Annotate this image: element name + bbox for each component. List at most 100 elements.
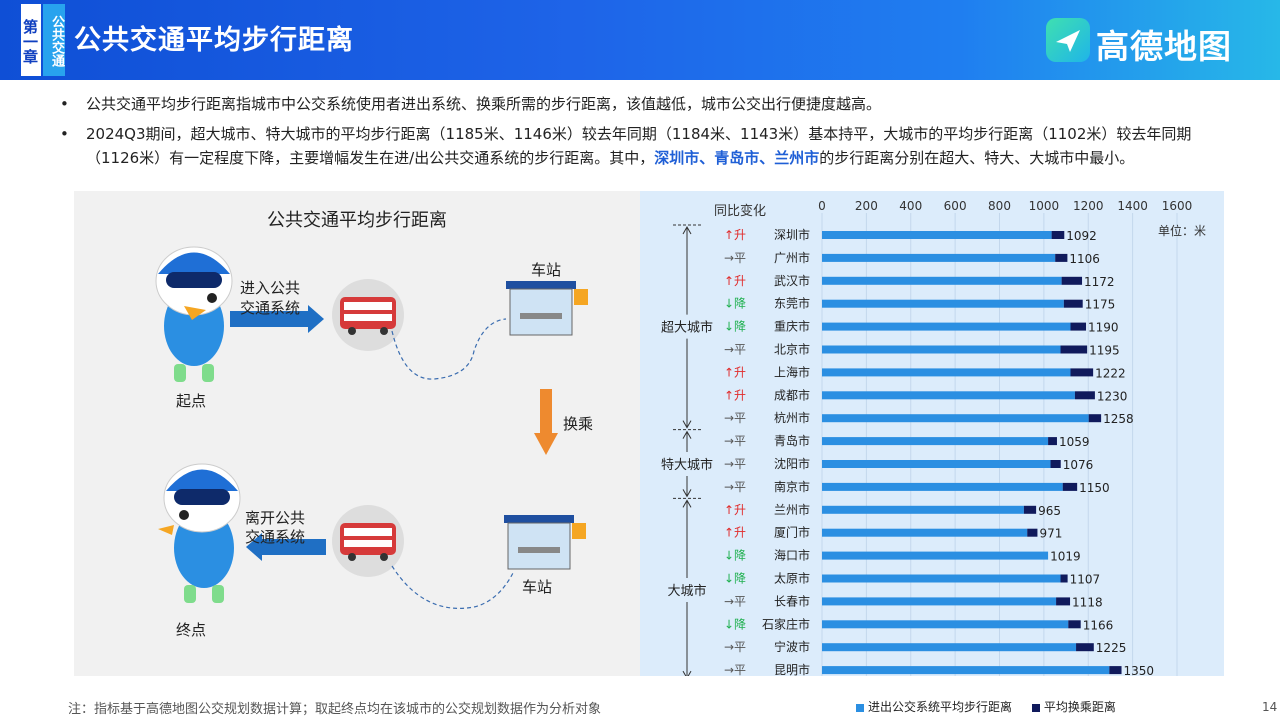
bar-transfer xyxy=(1056,597,1071,606)
bar-walk xyxy=(822,643,1077,652)
bar-walk xyxy=(822,368,1071,377)
legend-swatch-transfer xyxy=(1031,703,1040,712)
bar-transfer xyxy=(1088,414,1102,423)
group-arrow-down xyxy=(682,489,692,498)
city-label: 上海市 xyxy=(774,364,810,379)
city-label: 成都市 xyxy=(774,387,810,402)
bar-transfer xyxy=(1076,643,1094,652)
bar-walk xyxy=(822,345,1061,354)
bar-walk xyxy=(822,528,1028,537)
bullet-dot: • xyxy=(60,95,69,113)
data-label: 1092 xyxy=(1066,229,1097,243)
bar-transfer xyxy=(1027,528,1038,537)
group-arrow-up xyxy=(682,499,692,508)
x-tick-label: 800 xyxy=(988,199,1011,213)
summary-bullets: • 公共交通平均步行距离指城市中公交系统使用者进出系统、换乘所需的步行距离，该值… xyxy=(60,92,1240,176)
city-label: 广州市 xyxy=(774,250,810,265)
bar-transfer xyxy=(1023,505,1037,514)
bar-walk xyxy=(822,322,1071,331)
bullet-text: 2024Q3期间，超大城市、特大城市的平均步行距离（1185米、1146米）较去… xyxy=(86,125,1192,167)
bar-walk xyxy=(822,460,1051,468)
data-label: 1107 xyxy=(1070,573,1101,587)
highlight-cities: 深圳市、青岛市、兰州市 xyxy=(654,149,820,167)
x-tick-label: 1200 xyxy=(1073,199,1104,213)
city-label: 青岛市 xyxy=(774,433,810,448)
city-label: 宁波市 xyxy=(774,639,810,654)
bar-walk xyxy=(822,620,1069,629)
group-label: 超大城市 xyxy=(661,320,713,336)
bar-transfer xyxy=(1050,460,1061,468)
bar-transfer xyxy=(1074,391,1095,400)
city-label: 长春市 xyxy=(774,593,810,608)
station-bottom-icon xyxy=(504,515,586,570)
unit-label: 单位：米 xyxy=(1158,223,1206,238)
data-label: 1225 xyxy=(1096,641,1127,655)
data-label: 1258 xyxy=(1103,412,1134,426)
bar-transfer xyxy=(1063,299,1083,308)
data-label: 1172 xyxy=(1084,275,1115,289)
bar-walk xyxy=(822,574,1061,583)
x-tick-label: 200 xyxy=(855,199,878,213)
bullet-findings: • 2024Q3期间，超大城市、特大城市的平均步行距离（1185米、1146米）… xyxy=(60,122,1240,170)
city-label: 杭州市 xyxy=(774,410,810,425)
yoy-label: ↑升 xyxy=(724,365,746,379)
bus-bottom-icon xyxy=(332,505,404,577)
data-label: 1190 xyxy=(1088,321,1119,335)
page-number: 14 xyxy=(1262,700,1278,714)
bar-walk xyxy=(822,597,1057,606)
bar-walk xyxy=(822,414,1089,423)
bar-transfer xyxy=(1062,482,1078,491)
city-label: 深圳市 xyxy=(774,227,810,242)
city-label: 北京市 xyxy=(774,342,810,357)
yoy-label: →平 xyxy=(724,594,746,608)
exit-label-1: 离开公共 xyxy=(245,509,306,527)
yoy-label: →平 xyxy=(724,663,746,676)
data-label: 1222 xyxy=(1095,366,1126,380)
bullet-text: 的步行距离分别在超大、特大、大城市中最小。 xyxy=(819,149,1135,167)
city-label: 昆明市 xyxy=(774,662,810,676)
x-tick-label: 400 xyxy=(899,199,922,213)
data-label: 1019 xyxy=(1050,550,1081,564)
bar-walk xyxy=(822,276,1062,285)
yoy-label: →平 xyxy=(724,343,746,357)
yoy-label: →平 xyxy=(724,251,746,265)
bar-walk xyxy=(822,299,1064,308)
chart-legend: 进出公交系统平均步行距离 平均换乘距离 xyxy=(856,698,1116,715)
x-tick-label: 1400 xyxy=(1117,199,1148,213)
chapter-section: 公共交通 xyxy=(43,4,65,76)
bullet-definition: • 公共交通平均步行距离指城市中公交系统使用者进出系统、换乘所需的步行距离，该值… xyxy=(60,92,1240,116)
group-arrow-down xyxy=(682,670,692,676)
data-label: 971 xyxy=(1039,527,1062,541)
diagram-title: 公共交通平均步行距离 xyxy=(267,210,447,231)
yoy-label: ↓降 xyxy=(724,549,746,563)
mascot-end-icon xyxy=(158,463,241,603)
enter-label-2: 交通系统 xyxy=(240,299,301,317)
yoy-label: →平 xyxy=(724,411,746,425)
transfer-arrow-icon xyxy=(534,389,558,455)
exit-label-2: 交通系统 xyxy=(245,528,306,546)
yoy-label: →平 xyxy=(724,640,746,654)
bar-transfer xyxy=(1109,666,1122,675)
city-label: 南京市 xyxy=(774,479,810,494)
yoy-label: ↑升 xyxy=(724,274,746,288)
bullet-text: 公共交通平均步行距离指城市中公交系统使用者进出系统、换乘所需的步行距离，该值越低… xyxy=(86,95,882,113)
data-label: 965 xyxy=(1038,504,1061,518)
data-label: 1150 xyxy=(1079,481,1110,495)
yoy-label: ↓降 xyxy=(724,572,746,586)
amap-logo-icon xyxy=(1046,18,1090,62)
brand-logo: 高德地图 xyxy=(1046,18,1246,66)
page-title: 公共交通平均步行距离 xyxy=(74,25,354,56)
start-label: 起点 xyxy=(176,392,207,410)
enter-label-1: 进入公共 xyxy=(240,279,301,297)
city-label: 沈阳市 xyxy=(774,456,810,471)
mascot-start-icon xyxy=(155,246,233,382)
yoy-label: →平 xyxy=(724,480,746,494)
bar-transfer xyxy=(1060,345,1088,354)
bar-transfer xyxy=(1051,231,1065,239)
yoy-label: ↑升 xyxy=(724,228,746,242)
bar-walk xyxy=(822,391,1075,400)
group-label: 特大城市 xyxy=(661,457,713,473)
yoy-label: ↑升 xyxy=(724,388,746,402)
city-label: 东莞市 xyxy=(774,296,810,311)
x-tick-label: 1600 xyxy=(1162,199,1193,213)
